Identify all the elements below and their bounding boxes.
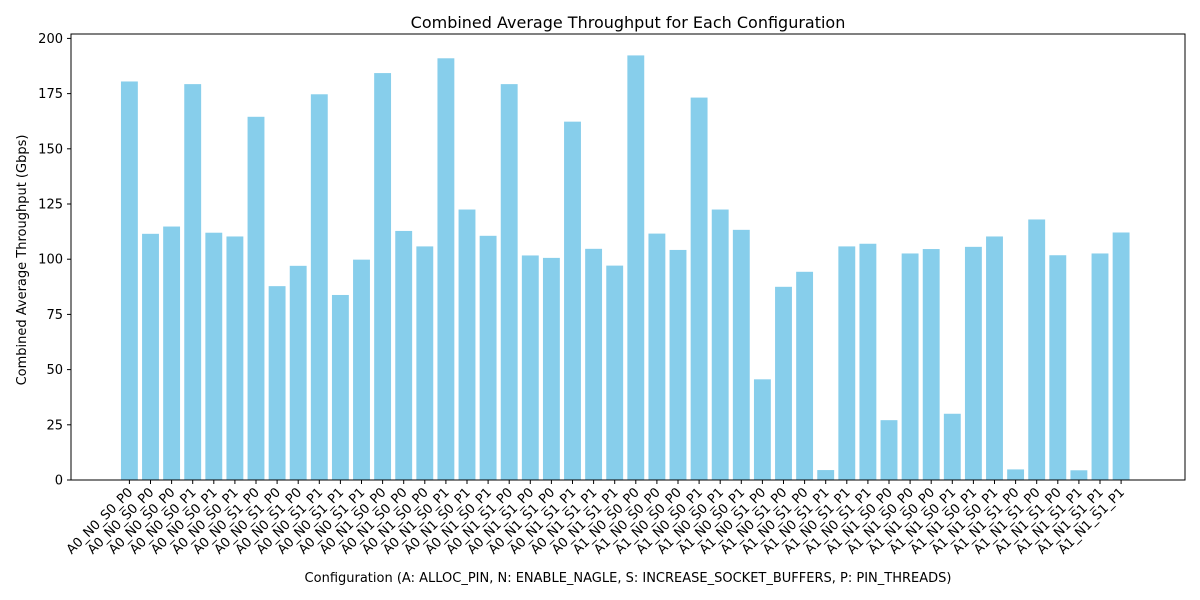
- bar: [331, 294, 349, 480]
- y-axis-label: Combined Average Throughput (Gbps): [15, 135, 30, 386]
- y-tick-label: 50: [46, 363, 63, 378]
- bar: [458, 209, 476, 480]
- y-tick-label: 75: [46, 308, 63, 323]
- y-tick-label: 200: [38, 32, 63, 47]
- y-tick-label: 125: [38, 198, 63, 213]
- bar: [247, 116, 265, 480]
- bar: [986, 236, 1003, 480]
- bar: [226, 236, 244, 480]
- plot-frame: [70, 33, 1186, 481]
- x-axis: A0_N0_S0_P0A0_N0_S0_P0A0_N0_S0_P0A0_N0_S…: [64, 480, 1128, 558]
- bar: [310, 94, 328, 480]
- y-tick-label: 150: [38, 142, 63, 157]
- bar: [585, 248, 603, 480]
- bar: [922, 249, 940, 480]
- bar: [1112, 232, 1130, 480]
- bar: [479, 235, 497, 480]
- y-axis: 0 25 50 75 100 125 150 175 200: [38, 32, 71, 489]
- bar: [142, 233, 159, 480]
- bar: [289, 265, 307, 480]
- bar: [648, 233, 666, 480]
- bar: [500, 84, 518, 480]
- bar: [1028, 219, 1046, 481]
- bar: [880, 420, 898, 480]
- y-tick-label: 100: [38, 253, 63, 268]
- bar: [690, 97, 708, 480]
- bar: [964, 246, 982, 480]
- bar: [416, 246, 434, 480]
- bar: [1070, 470, 1088, 480]
- bar: [120, 81, 138, 480]
- y-tick-label: 25: [46, 418, 63, 433]
- y-tick-label: 175: [38, 87, 63, 102]
- bar: [606, 265, 624, 480]
- bar: [627, 55, 645, 480]
- bar: [374, 73, 392, 480]
- bar: [1091, 253, 1109, 480]
- bar: [817, 470, 835, 480]
- bar: [838, 246, 856, 480]
- bar: [775, 286, 792, 480]
- bar: [711, 209, 729, 480]
- bar: [901, 253, 919, 480]
- bar: [732, 229, 750, 480]
- bar: [859, 243, 877, 480]
- bar: [521, 255, 539, 480]
- bar: [395, 230, 413, 480]
- bar: [268, 286, 286, 480]
- bar: [437, 58, 455, 480]
- x-axis-label: Configuration (A: ALLOC_PIN, N: ENABLE_N…: [305, 571, 952, 586]
- bar: [163, 226, 181, 480]
- bar: [184, 84, 202, 480]
- bar: [943, 413, 961, 480]
- bar: [669, 249, 687, 480]
- bar: [205, 232, 223, 480]
- bar: [353, 259, 370, 480]
- bar: [1007, 469, 1025, 480]
- bars-group: [120, 55, 1130, 481]
- bar: [1049, 255, 1067, 480]
- y-tick-label: 0: [55, 474, 63, 489]
- chart-title: Combined Average Throughput for Each Con…: [411, 13, 846, 32]
- bar: [542, 257, 560, 480]
- bar: [564, 121, 581, 481]
- bar: [796, 271, 814, 480]
- bar: [753, 379, 771, 480]
